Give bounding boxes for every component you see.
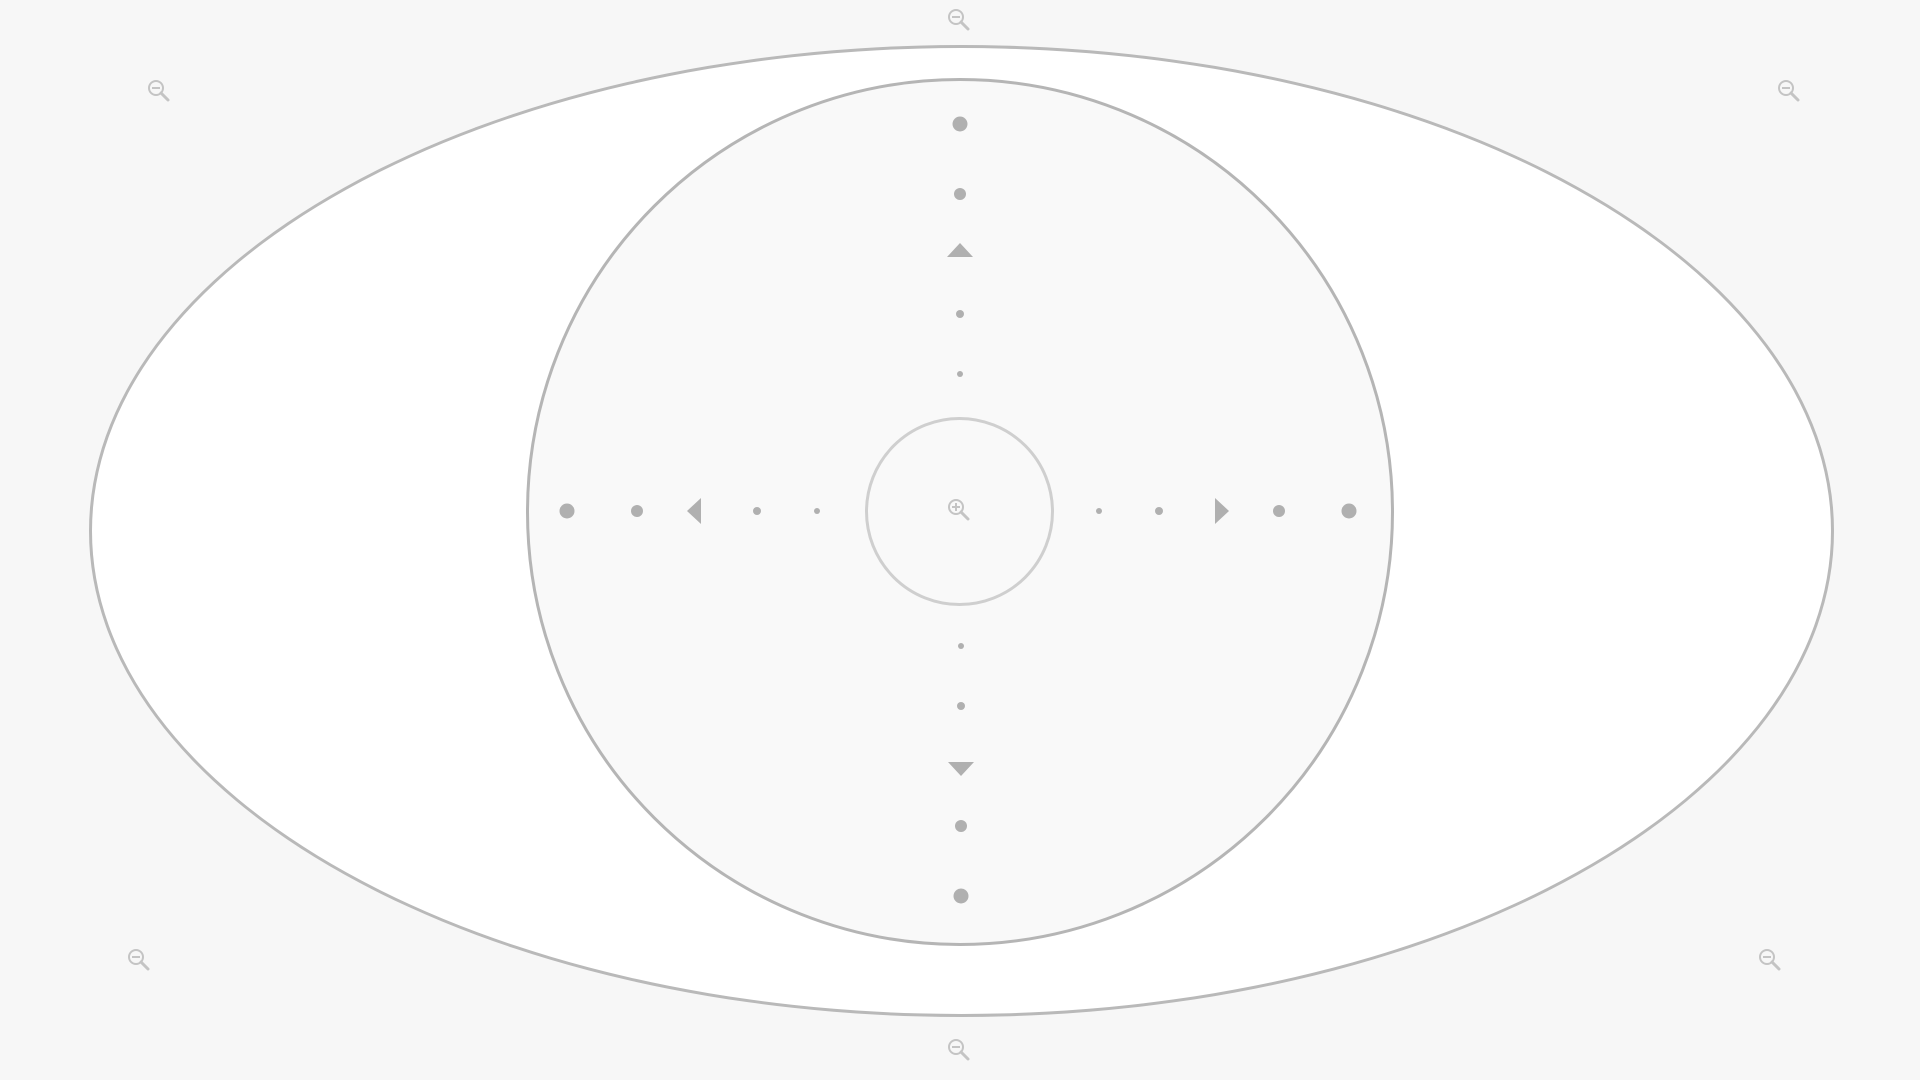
pan-up-dot[interactable] (956, 310, 964, 318)
pan-left-dot[interactable] (814, 508, 820, 514)
pan-up-dot[interactable] (957, 371, 963, 377)
zoom-in-icon[interactable] (946, 497, 972, 523)
pan-left-dot[interactable] (753, 507, 761, 515)
arrow-down-icon[interactable] (948, 762, 974, 776)
zoom-out-icon[interactable] (946, 7, 972, 33)
arrow-right-icon[interactable] (1215, 498, 1229, 524)
pan-down-dot[interactable] (957, 702, 965, 710)
zoom-out-icon[interactable] (146, 78, 172, 104)
zoom-out-icon[interactable] (1776, 78, 1802, 104)
pan-right-dot[interactable] (1341, 503, 1357, 519)
arrow-left-icon[interactable] (687, 498, 701, 524)
center-zoom-in-button[interactable] (865, 417, 1054, 606)
pan-right-dot[interactable] (1155, 507, 1163, 515)
pan-up-dot[interactable] (954, 188, 966, 200)
pan-down-dot[interactable] (953, 888, 969, 904)
pan-left-dot[interactable] (631, 505, 643, 517)
pan-right-dot[interactable] (1273, 505, 1285, 517)
pan-down-dot[interactable] (958, 643, 964, 649)
zoom-out-icon[interactable] (126, 947, 152, 973)
arrow-up-icon[interactable] (947, 243, 973, 257)
zoom-out-icon[interactable] (1757, 947, 1783, 973)
pan-right-dot[interactable] (1096, 508, 1102, 514)
pan-left-dot[interactable] (559, 503, 575, 519)
pan-up-dot[interactable] (952, 116, 968, 132)
zoom-out-icon[interactable] (946, 1037, 972, 1063)
pan-down-dot[interactable] (955, 820, 967, 832)
